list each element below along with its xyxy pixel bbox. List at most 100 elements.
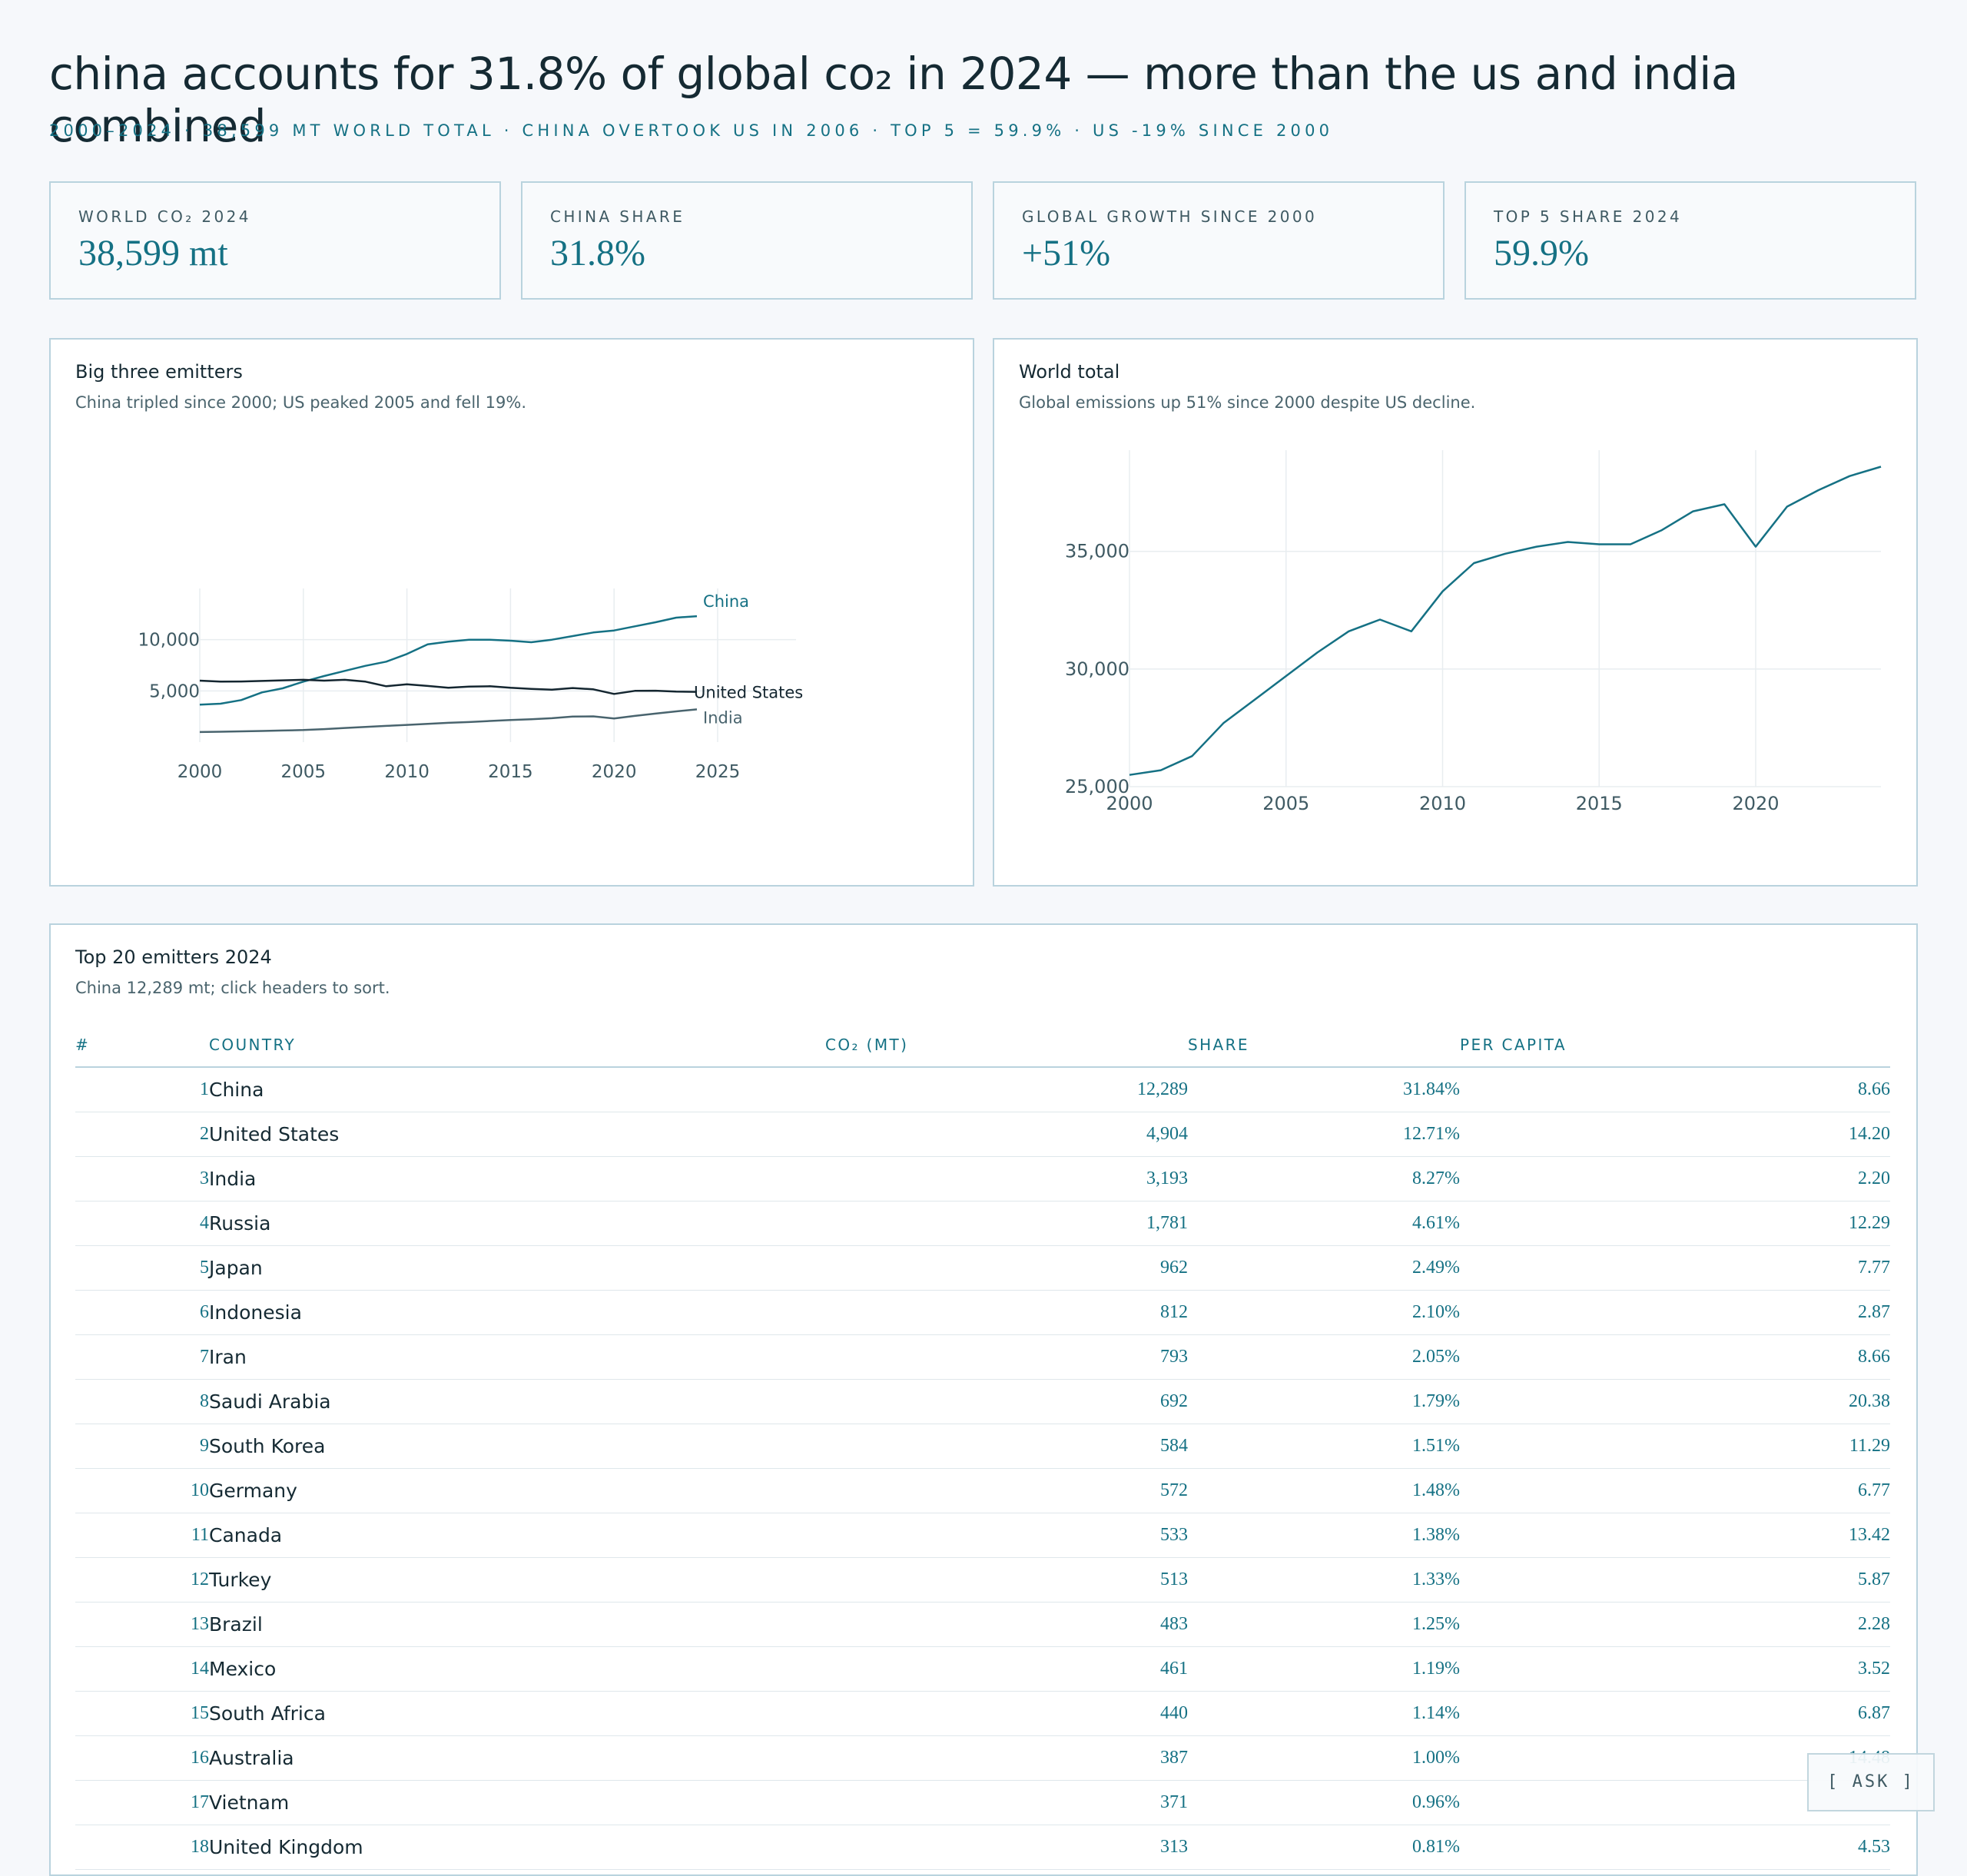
row-co2: 584 bbox=[825, 1424, 1188, 1469]
row-rank: 17 bbox=[75, 1780, 209, 1825]
x-tick-label: 2005 bbox=[1262, 793, 1309, 814]
kpi-label: GLOBAL GROWTH SINCE 2000 bbox=[1022, 207, 1318, 226]
column-header-per-capita[interactable]: PER CAPITA bbox=[1460, 1023, 1890, 1068]
table-row[interactable]: 12 Turkey 513 1.33% 5.87 bbox=[75, 1557, 1890, 1603]
page-subtitle: 2000–2024 · 38,599 MT WORLD TOTAL · CHIN… bbox=[49, 121, 1334, 140]
row-rank: 12 bbox=[75, 1557, 209, 1603]
row-share: 8.27% bbox=[1188, 1156, 1460, 1202]
kpi-card-world-co2: WORLD CO₂ 2024 38,599 mt bbox=[49, 181, 501, 300]
panel-title: World total bbox=[1019, 361, 1120, 383]
y-tick-label: 25,000 bbox=[1065, 776, 1129, 797]
row-share: 1.00% bbox=[1188, 1735, 1460, 1781]
row-co2: 962 bbox=[825, 1245, 1188, 1291]
row-country: Russia bbox=[209, 1201, 825, 1246]
row-rank: 10 bbox=[75, 1468, 209, 1513]
table-row[interactable]: 6 Indonesia 812 2.10% 2.87 bbox=[75, 1290, 1890, 1335]
table-row[interactable]: 15 South Africa 440 1.14% 6.87 bbox=[75, 1691, 1890, 1736]
row-country: Saudi Arabia bbox=[209, 1379, 825, 1424]
table-row[interactable]: 8 Saudi Arabia 692 1.79% 20.38 bbox=[75, 1379, 1890, 1424]
kpi-card-top5-share: TOP 5 SHARE 2024 59.9% bbox=[1464, 181, 1916, 300]
table-row[interactable]: 18 United Kingdom 313 0.81% 4.53 bbox=[75, 1825, 1890, 1870]
table-row[interactable]: 17 Vietnam 371 0.96% bbox=[75, 1780, 1890, 1825]
y-tick-label: 30,000 bbox=[1065, 658, 1129, 680]
table-row[interactable]: 9 South Korea 584 1.51% 11.29 bbox=[75, 1424, 1890, 1469]
row-country: South Korea bbox=[209, 1424, 825, 1469]
table-row[interactable]: 14 Mexico 461 1.19% 3.52 bbox=[75, 1646, 1890, 1692]
row-per-capita: 8.66 bbox=[1460, 1067, 1890, 1112]
row-country: Turkey bbox=[209, 1557, 825, 1603]
row-rank: 14 bbox=[75, 1646, 209, 1692]
row-co2: 533 bbox=[825, 1513, 1188, 1558]
row-share: 1.19% bbox=[1188, 1646, 1460, 1692]
row-country: Canada bbox=[209, 1513, 825, 1558]
row-per-capita: 3.52 bbox=[1460, 1646, 1890, 1692]
table-row[interactable]: 3 India 3,193 8.27% 2.20 bbox=[75, 1156, 1890, 1202]
x-tick-label: 2000 bbox=[1106, 793, 1153, 814]
series-label-china: China bbox=[703, 592, 749, 611]
column-header-rank[interactable]: # bbox=[75, 1023, 209, 1068]
table-row[interactable]: 7 Iran 793 2.05% 8.66 bbox=[75, 1334, 1890, 1380]
table-row[interactable]: 10 Germany 572 1.48% 6.77 bbox=[75, 1468, 1890, 1513]
table-row[interactable]: 1 China 12,289 31.84% 8.66 bbox=[75, 1067, 1890, 1112]
x-tick-label: 2005 bbox=[281, 762, 327, 782]
row-co2: 371 bbox=[825, 1780, 1188, 1825]
row-share: 1.25% bbox=[1188, 1602, 1460, 1647]
row-country: China bbox=[209, 1067, 825, 1112]
row-co2: 513 bbox=[825, 1557, 1188, 1603]
kpi-value: 31.8% bbox=[550, 233, 645, 273]
row-country: United Kingdom bbox=[209, 1825, 825, 1870]
x-tick-label: 2015 bbox=[488, 762, 533, 782]
row-country: Indonesia bbox=[209, 1290, 825, 1335]
row-share: 1.14% bbox=[1188, 1691, 1460, 1736]
row-share: 1.51% bbox=[1188, 1424, 1460, 1469]
row-share: 31.84% bbox=[1188, 1067, 1460, 1112]
row-per-capita: 20.38 bbox=[1460, 1379, 1890, 1424]
row-share: 2.05% bbox=[1188, 1334, 1460, 1380]
row-rank: 15 bbox=[75, 1691, 209, 1736]
row-per-capita: 6.77 bbox=[1460, 1468, 1890, 1513]
column-header-co2[interactable]: CO₂ (MT) bbox=[825, 1023, 1188, 1068]
row-co2: 812 bbox=[825, 1290, 1188, 1335]
row-per-capita: 2.28 bbox=[1460, 1602, 1890, 1647]
table-row[interactable]: 4 Russia 1,781 4.61% 12.29 bbox=[75, 1201, 1890, 1246]
row-per-capita: 8.66 bbox=[1460, 1334, 1890, 1380]
emitters-table: # COUNTRY CO₂ (MT) SHARE PER CAPITA 1 Chi… bbox=[75, 1023, 1890, 1870]
ask-button[interactable]: [ ASK ] bbox=[1807, 1753, 1935, 1811]
row-co2: 572 bbox=[825, 1468, 1188, 1513]
row-rank: 4 bbox=[75, 1201, 209, 1246]
row-per-capita: 6.87 bbox=[1460, 1691, 1890, 1736]
table-row[interactable]: 2 United States 4,904 12.71% 14.20 bbox=[75, 1112, 1890, 1157]
row-rank: 2 bbox=[75, 1112, 209, 1157]
row-per-capita: 13.42 bbox=[1460, 1513, 1890, 1558]
row-share: 0.81% bbox=[1188, 1825, 1460, 1870]
row-country: Vietnam bbox=[209, 1780, 825, 1825]
row-per-capita: 5.87 bbox=[1460, 1557, 1890, 1603]
page-title: china accounts for 31.8% of global co₂ i… bbox=[49, 48, 1738, 152]
series-label-united-states: United States bbox=[694, 684, 803, 702]
panel-subtitle: China 12,289 mt; click headers to sort. bbox=[75, 979, 390, 997]
table-row[interactable]: 5 Japan 962 2.49% 7.77 bbox=[75, 1245, 1890, 1291]
table-row[interactable]: 11 Canada 533 1.38% 13.42 bbox=[75, 1513, 1890, 1558]
column-header-share[interactable]: SHARE bbox=[1188, 1023, 1460, 1068]
x-tick-label: 2015 bbox=[1576, 793, 1623, 814]
row-share: 4.61% bbox=[1188, 1201, 1460, 1246]
series-line-united-states bbox=[199, 678, 698, 695]
row-per-capita: 2.20 bbox=[1460, 1156, 1890, 1202]
row-share: 2.49% bbox=[1188, 1245, 1460, 1291]
row-country: Brazil bbox=[209, 1602, 825, 1647]
kpi-value: +51% bbox=[1022, 233, 1111, 273]
row-co2: 692 bbox=[825, 1379, 1188, 1424]
series-label-india: India bbox=[703, 708, 743, 727]
row-per-capita: 12.29 bbox=[1460, 1201, 1890, 1246]
panel-title: Top 20 emitters 2024 bbox=[75, 946, 272, 968]
column-header-country[interactable]: COUNTRY bbox=[209, 1023, 825, 1068]
table-row[interactable]: 13 Brazil 483 1.25% 2.28 bbox=[75, 1602, 1890, 1647]
row-co2: 461 bbox=[825, 1646, 1188, 1692]
x-tick-label: 2000 bbox=[177, 762, 223, 782]
row-share: 0.96% bbox=[1188, 1780, 1460, 1825]
x-tick-label: 2020 bbox=[1732, 793, 1779, 814]
row-co2: 3,193 bbox=[825, 1156, 1188, 1202]
panel-title: Big three emitters bbox=[75, 361, 243, 383]
row-rank: 3 bbox=[75, 1156, 209, 1202]
